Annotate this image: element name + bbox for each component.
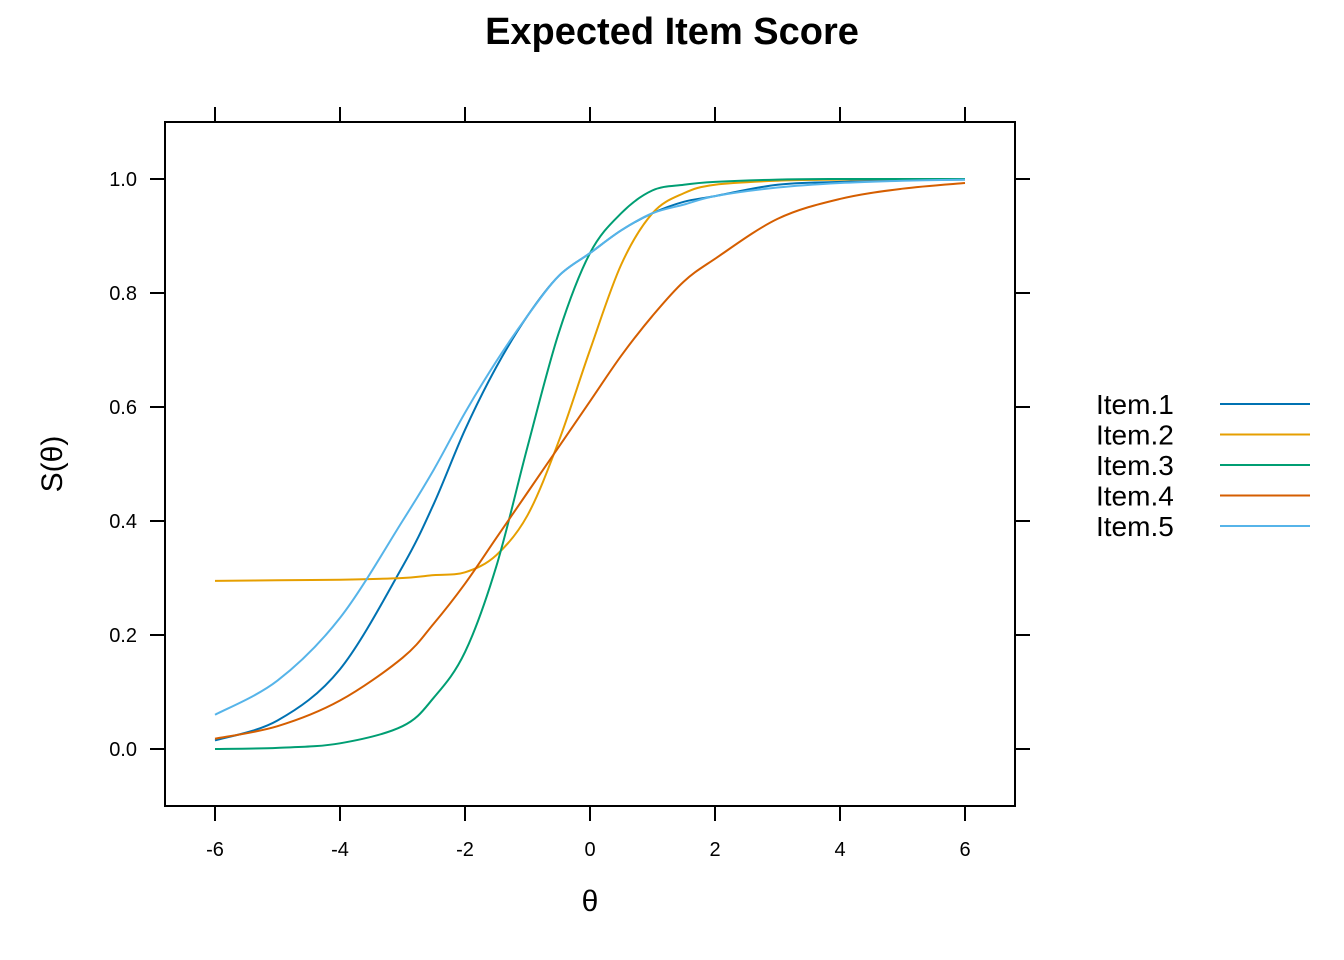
- y-axis: 0.0 0.2 0.4 0.6 0.8 1.0: [109, 169, 1030, 761]
- legend-label: Item.3: [1096, 450, 1174, 481]
- series-line-item-2: [214, 177, 966, 582]
- y-tick-label: 0.6: [109, 397, 137, 419]
- legend-label: Item.4: [1096, 481, 1174, 512]
- x-tick-label: 0: [584, 839, 595, 861]
- x-tick-label: 4: [834, 839, 845, 861]
- x-tick-label: -6: [206, 839, 224, 861]
- x-axis: -6 -4 -2 0 2 4 6: [206, 107, 971, 861]
- legend-label: Item.1: [1096, 389, 1174, 420]
- x-tick-label: 2: [709, 839, 720, 861]
- y-tick-label: 0.0: [109, 739, 137, 761]
- x-axis-label: θ: [582, 885, 599, 918]
- chart-title: Expected Item Score: [485, 11, 859, 53]
- x-tick-label: -2: [456, 839, 474, 861]
- series-lines: [214, 177, 966, 750]
- y-axis-label: S(θ): [36, 436, 69, 493]
- x-tick-label: -4: [331, 839, 349, 861]
- series-line-item-1: [214, 178, 966, 742]
- legend-label: Item.2: [1096, 420, 1174, 451]
- y-tick-label: 0.2: [109, 625, 137, 647]
- plot-frame: [164, 121, 1016, 807]
- x-tick-label: 6: [959, 839, 970, 861]
- series-line-item-3: [214, 177, 965, 750]
- series-line-item-5: [214, 178, 966, 716]
- y-tick-label: 0.8: [109, 283, 137, 305]
- y-tick-label: 0.4: [109, 511, 137, 533]
- legend-label: Item.5: [1096, 511, 1174, 542]
- y-tick-label: 1.0: [109, 169, 137, 191]
- series-line-item-4: [214, 181, 966, 740]
